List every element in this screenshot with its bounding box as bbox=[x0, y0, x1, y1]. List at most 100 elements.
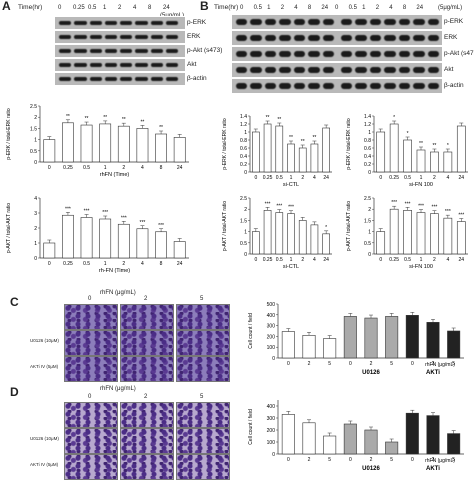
blot-band bbox=[59, 20, 72, 26]
significance-mark: ** bbox=[122, 117, 126, 123]
x-tick-label: 0.25 bbox=[63, 261, 73, 267]
bar bbox=[43, 242, 56, 259]
y-tick-label: 0 bbox=[368, 170, 371, 176]
panel-a-akt-chart: 0 1 2 3 4 p-AKT / total-AKT ratio 0 *** 0.25 *** 0… bbox=[6, 196, 189, 274]
migration-micrograph bbox=[120, 454, 174, 480]
time-point-label: 0 bbox=[58, 5, 62, 11]
x-tick-label: 4 bbox=[141, 165, 144, 171]
y-axis-label: p-ERK / total-ERK ratio bbox=[6, 108, 12, 160]
bar bbox=[343, 423, 357, 455]
blot-band bbox=[293, 83, 306, 89]
x-tick-label: 24 bbox=[459, 257, 465, 263]
y-tick-label: 1 bbox=[244, 130, 247, 136]
panel-b-si-fn-erk-chart: 0 0.2 0.4 0.6 0.8 1 1.2 1.4 p-ERK / total-ERK ra… bbox=[346, 114, 468, 188]
y-tick-label: 200 bbox=[267, 334, 276, 340]
y-tick-label: 2 bbox=[244, 207, 247, 213]
y-tick-label: 4 bbox=[34, 196, 37, 202]
bar bbox=[385, 441, 399, 455]
significance-mark: ** bbox=[103, 115, 107, 121]
y-tick-label: 2 bbox=[34, 115, 37, 121]
panel-c-cell-count-chart: 0 100 200 300 400 500 Cell count / field 0 2 5 0 2 5… bbox=[248, 302, 464, 376]
blot-band bbox=[250, 51, 262, 57]
bar bbox=[310, 224, 319, 255]
x-tick-label: 1 bbox=[290, 175, 293, 181]
blot-band bbox=[398, 83, 411, 89]
blot-band bbox=[264, 83, 277, 89]
blot-band bbox=[413, 51, 425, 57]
blot-band bbox=[427, 83, 439, 89]
bar bbox=[389, 208, 399, 255]
blot-band bbox=[250, 83, 262, 89]
y-tick-label: 0.5 bbox=[240, 241, 247, 247]
blot-strip bbox=[55, 17, 185, 29]
x-tick-label: 0.25 bbox=[389, 257, 399, 263]
blot-band bbox=[369, 19, 382, 25]
x-tick-label: 2 bbox=[432, 457, 435, 463]
migration-micrograph bbox=[120, 402, 174, 428]
blot-band bbox=[322, 83, 334, 89]
y-tick-label: 100 bbox=[267, 345, 276, 351]
bar bbox=[416, 149, 426, 173]
panel-b-dose: (5μg/mL) bbox=[438, 5, 463, 11]
blot-band bbox=[308, 83, 320, 89]
blot-band bbox=[398, 51, 411, 57]
y-tick-label: 0.6 bbox=[364, 146, 371, 152]
x-tick-label: 24 bbox=[177, 165, 183, 171]
panel-a-erk-chart: 0 0.5 1 1.5 2 2.5 p-ERK / total-ERK ratio 0 ** 0.… bbox=[6, 104, 189, 178]
bar bbox=[447, 330, 461, 359]
dose-column-label: 5 bbox=[200, 296, 204, 302]
y-tick-label: 0.8 bbox=[240, 138, 247, 144]
y-tick-label: 0 bbox=[34, 160, 37, 166]
bar bbox=[405, 315, 419, 359]
blot-band bbox=[74, 62, 87, 68]
panel-c-micrograph-grid: 0 2 5 U0126 (10μM) AKTi IV (5μM) bbox=[30, 296, 230, 382]
time-point-label: 1 bbox=[362, 5, 366, 11]
blot-band bbox=[341, 51, 353, 57]
y-tick-label: 0 bbox=[272, 452, 275, 458]
migration-micrograph bbox=[64, 356, 118, 382]
blot-band bbox=[308, 19, 320, 25]
x-tick-label: 1 bbox=[290, 257, 293, 263]
blot-band bbox=[165, 62, 178, 68]
bar bbox=[287, 213, 295, 255]
blot-band bbox=[150, 62, 163, 68]
bar bbox=[443, 217, 453, 255]
time-point-label: 0.5 bbox=[88, 5, 97, 11]
bar bbox=[364, 317, 378, 359]
time-point-label: 4 bbox=[294, 5, 298, 11]
blot-band bbox=[264, 35, 277, 41]
significance-mark: * bbox=[407, 131, 409, 137]
blot-band bbox=[104, 34, 117, 40]
y-axis-label: p-ERK / total-ERK ratio bbox=[222, 118, 228, 170]
y-tick-label: 2.5 bbox=[364, 196, 371, 202]
time-point-label: 2 bbox=[280, 5, 285, 11]
time-point-label: 2 bbox=[118, 5, 122, 11]
x-tick-label: 1 bbox=[104, 165, 107, 171]
blot-band bbox=[308, 35, 320, 41]
significance-mark: ** bbox=[266, 115, 270, 121]
blot-band bbox=[384, 19, 396, 25]
blot-band bbox=[341, 67, 353, 73]
blot-band bbox=[74, 34, 87, 40]
x-tick-label: 0 bbox=[349, 457, 352, 463]
bar bbox=[323, 435, 337, 455]
time-point-label: 4 bbox=[389, 5, 393, 11]
blot-band bbox=[369, 67, 382, 73]
blot-band bbox=[322, 19, 334, 25]
blot-band bbox=[341, 35, 353, 41]
x-tick-label: 2 bbox=[433, 257, 436, 263]
bar bbox=[99, 218, 112, 259]
blot-band bbox=[308, 67, 320, 73]
blot-band bbox=[384, 67, 396, 73]
group-label: AKTi bbox=[426, 370, 440, 376]
significance-mark: *** bbox=[405, 201, 411, 207]
blot-label: p-Akt (s473) bbox=[444, 50, 474, 57]
significance-mark: *** bbox=[265, 201, 271, 207]
x-tick-label: 0.25 bbox=[263, 175, 273, 181]
blot-label: p-ERK bbox=[187, 19, 207, 26]
blot-band bbox=[264, 67, 277, 73]
time-point-label: 0.5 bbox=[253, 5, 262, 11]
migration-micrograph bbox=[176, 402, 230, 428]
blot-strip bbox=[55, 73, 185, 85]
dose-column-label: 2 bbox=[144, 394, 148, 400]
